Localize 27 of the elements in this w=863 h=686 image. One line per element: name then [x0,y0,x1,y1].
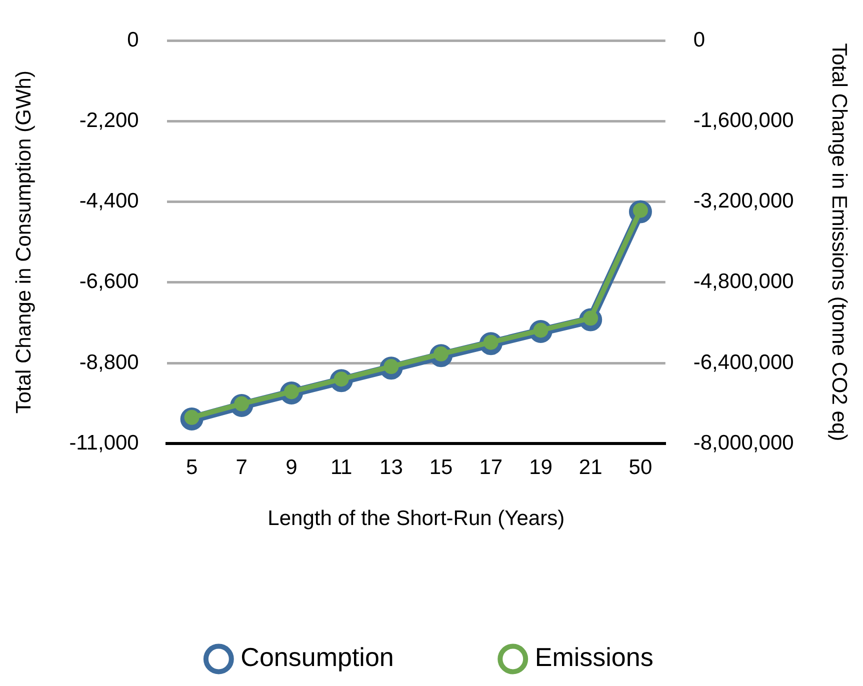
x-tick-label: 17 [479,456,503,479]
y2-tick-label: -4,800,000 [693,270,794,294]
x-tick-label: 19 [529,456,552,479]
x-tick-label: 11 [330,456,352,479]
x-tick-label: 50 [628,456,652,479]
x-axis-title: Length of the Short-Run (Years) [268,507,565,530]
y-tick-label: -8,800 [79,350,139,374]
x-tick-label: 21 [578,456,602,479]
y-axis-title: Total Change in Consumption (GWh) [12,70,36,414]
x-tick-label: 7 [236,456,248,479]
y-tick-label: 0 [127,28,139,52]
legend-label: Emissions [534,642,654,672]
x-tick-label: 13 [380,456,403,479]
y2-tick-label: -6,400,000 [693,350,794,374]
y-tick-label: -11,000 [69,431,139,454]
x-tick-label: 15 [429,456,453,479]
y-tick-label: -6,600 [79,270,139,294]
y2-tick-label: 0 [693,28,706,52]
y2-tick-label: -1,600,000 [693,108,794,132]
y2-tick-label: -8,000,000 [693,431,794,454]
x-tick-label: 9 [286,456,298,479]
y-tick-label: -2,200 [79,108,139,132]
x-tick-label: 5 [186,456,198,479]
y2-axis-title: Total Change in Emissions (tonne CO2 eq) [828,43,851,442]
y-tick-label: -4,400 [79,190,139,213]
legend-label: Consumption [240,642,394,672]
y2-tick-label: -3,200,000 [693,190,794,213]
